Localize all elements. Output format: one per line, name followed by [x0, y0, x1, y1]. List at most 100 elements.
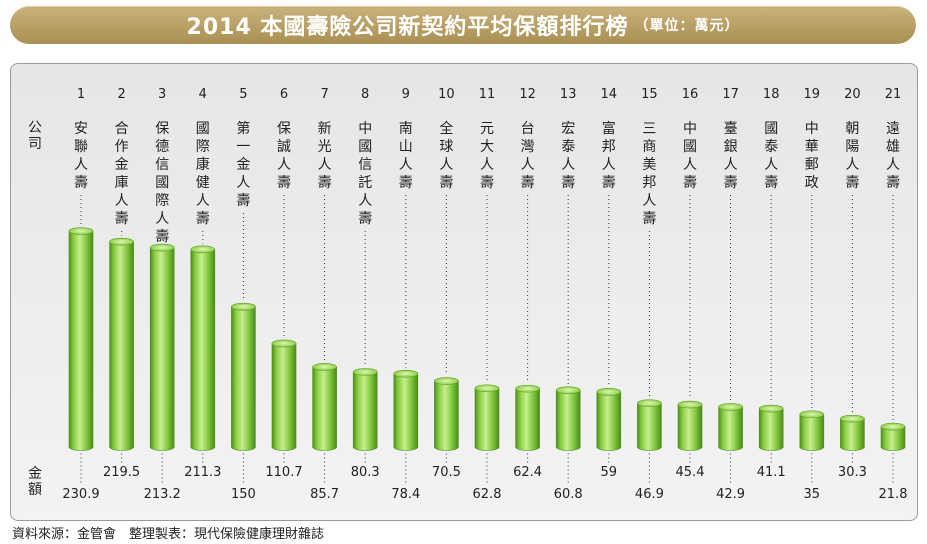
bar-cap	[109, 237, 134, 246]
company-label-char: 中	[805, 121, 819, 137]
company-label-char: 壽	[115, 211, 129, 227]
bar	[718, 406, 743, 451]
rank-label: 7	[320, 87, 328, 102]
company-label-char: 壽	[155, 229, 169, 245]
company-label-char: 大	[480, 139, 494, 155]
value-label: 60.8	[554, 487, 583, 502]
value-label: 42.9	[716, 487, 745, 502]
company-label-char: 人	[724, 157, 738, 173]
company-label-char: 壽	[358, 211, 372, 227]
bar	[515, 388, 540, 451]
chart-title-bar: 2014 本國壽險公司新契約平均保額排行榜 （單位：萬元）	[10, 6, 916, 44]
rank-label: 20	[844, 87, 861, 102]
company-label-char: 郵	[805, 157, 819, 173]
bar-cap	[596, 388, 622, 396]
bar	[312, 366, 337, 451]
bar-cap	[312, 363, 337, 371]
company-label-char: 台	[521, 121, 535, 137]
bar	[799, 413, 825, 451]
value-label: 62.4	[513, 465, 542, 480]
company-label-char: 壽	[439, 175, 453, 191]
company-label-char: 壽	[886, 175, 900, 191]
value-label: 46.9	[635, 487, 664, 502]
bar	[637, 402, 662, 451]
rank-label: 1	[77, 87, 85, 102]
company-label-char: 聯	[74, 139, 88, 155]
rank-label: 4	[199, 87, 207, 102]
company-label-char: 南	[399, 121, 413, 137]
bar	[231, 306, 256, 451]
company-label-char: 人	[886, 157, 900, 173]
unit-label: （單位：萬元）	[634, 18, 740, 34]
company-label-char: 保	[155, 121, 169, 137]
rank-label: 16	[682, 87, 699, 102]
bar-cap	[434, 377, 459, 385]
company-label-char: 邦	[602, 139, 616, 155]
company-label-char: 健	[196, 175, 210, 191]
company-label-char: 政	[805, 175, 819, 191]
company-label-char: 壽	[74, 175, 88, 191]
company-label-char: 人	[277, 157, 291, 173]
bar	[109, 241, 134, 451]
company-label-char: 泰	[764, 139, 778, 155]
rank-label: 12	[519, 87, 536, 102]
company-label-char: 德	[155, 139, 169, 155]
bar-cap	[149, 243, 175, 252]
company-label-char: 壽	[196, 211, 210, 227]
company-label-char: 人	[236, 175, 250, 191]
company-label-char: 壽	[277, 175, 291, 191]
rank-label: 8	[361, 87, 369, 102]
value-label: 80.3	[351, 465, 380, 480]
company-label-char: 人	[845, 157, 859, 173]
value-label: 78.4	[391, 487, 420, 502]
company-label-char: 國	[358, 139, 372, 155]
company-label-char: 人	[764, 157, 778, 173]
company-label-char: 人	[683, 157, 697, 173]
company-label-char: 灣	[521, 139, 535, 155]
company-label-char: 國	[683, 139, 697, 155]
company-label-char: 壽	[602, 175, 616, 191]
bar-cap	[637, 399, 662, 407]
company-label-char: 人	[115, 193, 129, 209]
company-label-char: 中	[358, 121, 372, 137]
company-label-char: 信	[155, 157, 169, 173]
bar	[271, 343, 297, 451]
value-label: 211.3	[184, 465, 221, 480]
value-label: 62.8	[473, 487, 502, 502]
value-label: 70.5	[432, 465, 461, 480]
bar-cap	[799, 410, 825, 419]
bar-cap	[758, 404, 784, 413]
value-label: 59	[601, 465, 618, 480]
bar-cap	[677, 400, 703, 409]
company-label-char: 國	[155, 175, 169, 191]
rank-label: 14	[601, 87, 618, 102]
company-label-char: 際	[155, 193, 169, 209]
company-label-char: 中	[683, 121, 697, 137]
company-label-char: 際	[196, 139, 210, 155]
value-label: 45.4	[676, 465, 705, 480]
rank-label: 5	[239, 87, 247, 102]
company-label-char: 宏	[561, 121, 575, 137]
value-label: 35	[804, 487, 821, 502]
value-label: 230.9	[62, 487, 99, 502]
company-label-char: 一	[236, 139, 250, 155]
company-label-char: 壽	[561, 175, 575, 191]
company-label-char: 銀	[724, 139, 738, 155]
value-label: 41.1	[757, 465, 786, 480]
bar	[880, 426, 906, 451]
rank-label: 13	[560, 87, 577, 102]
bar-cap	[515, 384, 540, 393]
rank-label: 3	[158, 87, 166, 102]
company-label-char: 陽	[845, 139, 859, 155]
company-label-char: 壽	[642, 211, 656, 227]
company-label-char: 第	[236, 120, 250, 137]
company-label-char: 人	[318, 157, 332, 173]
bar-cap	[880, 422, 906, 431]
company-label-char: 山	[399, 139, 413, 155]
company-label-char: 國	[196, 121, 210, 137]
rank-label: 17	[722, 87, 739, 102]
company-label-char: 人	[561, 157, 575, 173]
company-label-char: 安	[74, 121, 88, 137]
company-label-char: 邦	[642, 175, 656, 191]
